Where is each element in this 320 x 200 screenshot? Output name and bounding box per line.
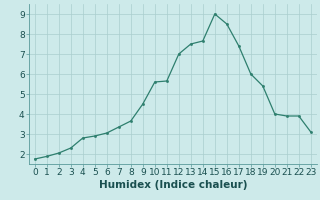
X-axis label: Humidex (Indice chaleur): Humidex (Indice chaleur) [99, 180, 247, 190]
